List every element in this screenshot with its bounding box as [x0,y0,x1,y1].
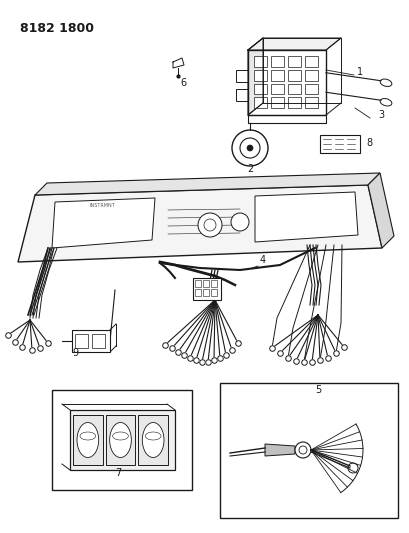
Bar [304,56,317,67]
Polygon shape [254,192,357,242]
Text: 3: 3 [377,110,383,120]
Bar [52,390,191,490]
Circle shape [231,130,267,166]
Bar [92,334,105,348]
Bar [236,69,247,82]
Bar [73,415,102,465]
Circle shape [239,138,259,158]
Polygon shape [52,198,155,248]
Bar [287,56,300,67]
Polygon shape [367,173,393,248]
Bar [211,280,216,287]
Polygon shape [18,185,381,262]
Text: INSTRMNT: INSTRMNT [90,203,115,208]
Bar [202,280,209,287]
Bar [270,56,283,67]
Bar [304,97,317,108]
Bar [287,70,300,80]
Circle shape [230,213,248,231]
Polygon shape [247,115,325,123]
Bar [270,70,283,80]
Bar [254,56,266,67]
Ellipse shape [109,423,131,457]
Bar [211,289,216,296]
Bar [304,84,317,94]
Bar [106,415,135,465]
Bar [70,410,175,470]
Bar [287,84,300,94]
Text: 8: 8 [365,138,371,148]
Bar [195,289,200,296]
Circle shape [294,442,310,458]
Circle shape [347,463,357,473]
Text: 4: 4 [259,255,265,265]
Polygon shape [247,38,262,115]
Polygon shape [35,173,379,195]
Bar [195,280,200,287]
Bar [193,278,220,300]
Bar [202,289,209,296]
Circle shape [204,219,216,231]
Ellipse shape [379,99,391,106]
Bar [254,70,266,80]
Text: 7: 7 [115,468,121,478]
Text: 2: 2 [246,164,252,174]
Bar [287,97,300,108]
Text: 6: 6 [180,78,186,88]
Text: 9: 9 [72,348,78,358]
Polygon shape [247,38,340,50]
Text: 8182 1800: 8182 1800 [20,22,94,35]
Bar [304,70,317,80]
Text: 5: 5 [314,385,320,395]
Polygon shape [264,444,294,456]
Ellipse shape [142,423,164,457]
Circle shape [246,145,252,151]
Bar [72,330,110,352]
Bar [75,334,88,348]
Bar [319,135,359,153]
Ellipse shape [379,79,391,86]
Bar [254,84,266,94]
Text: 1: 1 [356,67,362,77]
Bar [138,415,168,465]
Bar [236,89,247,101]
Circle shape [198,213,221,237]
Bar [220,383,397,518]
Ellipse shape [77,423,99,457]
Bar [270,97,283,108]
Bar [254,97,266,108]
Circle shape [298,446,306,454]
Bar [270,84,283,94]
